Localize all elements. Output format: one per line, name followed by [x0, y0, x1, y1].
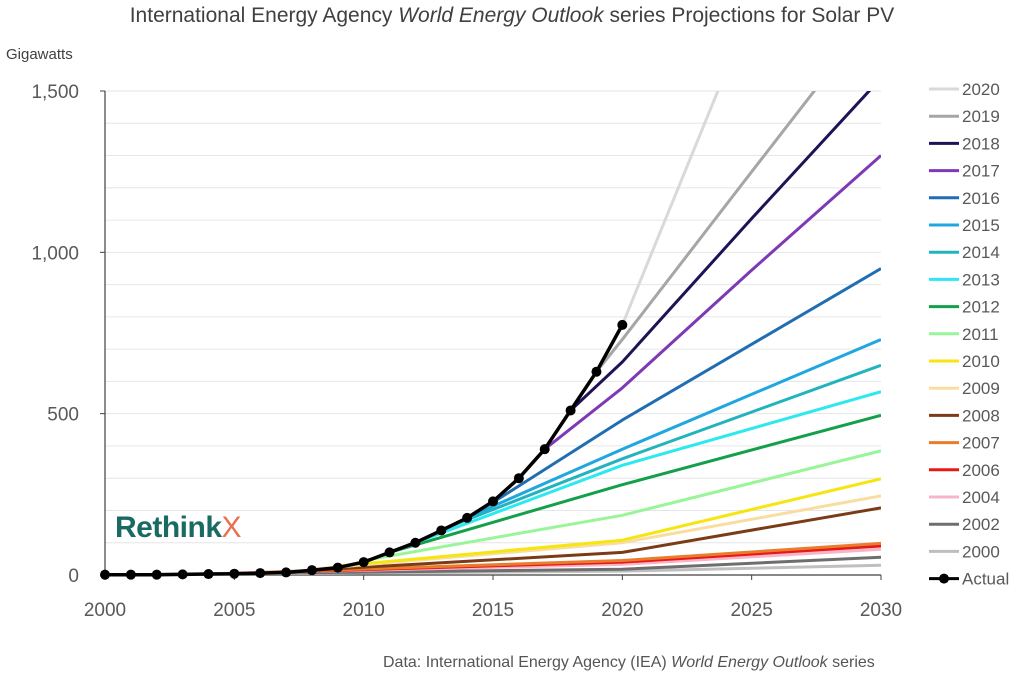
legend-label: 2002 — [962, 515, 1000, 534]
legend-label: 2008 — [962, 406, 1000, 425]
y-tick-label: 1,500 — [31, 82, 79, 103]
rethinkx-logo: RethinkX — [115, 511, 242, 544]
actual-point — [125, 569, 136, 580]
series-group — [105, 91, 881, 575]
actual-point — [384, 547, 395, 558]
legend-label: 2009 — [962, 379, 1000, 398]
x-tick-label: 2005 — [213, 600, 255, 621]
series-line-2007 — [260, 541, 881, 574]
actual-point — [229, 568, 240, 579]
series-line-2012 — [389, 413, 881, 554]
chart-title: International Energy Agency World Energy… — [129, 4, 895, 27]
legend-label: 2020 — [962, 80, 1000, 99]
y-axis-label: Gigawatts — [6, 46, 73, 63]
series-line-2013 — [414, 390, 881, 545]
actual-point — [306, 565, 317, 576]
actual-point — [177, 569, 188, 580]
series-line-2016 — [492, 267, 881, 504]
actual-point — [281, 567, 292, 578]
legend-label: 2004 — [962, 488, 1000, 507]
x-tick-label: 2010 — [343, 600, 385, 621]
series-line-2009 — [311, 494, 881, 571]
series-line-2017 — [543, 154, 881, 451]
legend-label: 2010 — [962, 352, 1000, 371]
x-tick-label: 2015 — [472, 600, 514, 621]
series-line-2010 — [337, 477, 881, 568]
x-tick-label: 2030 — [860, 600, 902, 621]
y-tick-label: 500 — [47, 405, 79, 426]
source-note: Data: International Energy Agency (IEA) … — [383, 654, 875, 671]
actual-point — [462, 512, 473, 523]
x-tick-label: 2020 — [601, 600, 643, 621]
y-tick-label: 0 — [68, 566, 79, 587]
series-line-2008 — [311, 506, 881, 572]
actual-point — [332, 562, 343, 573]
actual-point — [255, 568, 266, 579]
series-line-2011 — [363, 449, 881, 562]
legend-label: 2013 — [962, 270, 1000, 289]
series-line-2020 — [595, 91, 720, 373]
actual-point — [539, 444, 550, 455]
legend-label: 2017 — [962, 162, 1000, 181]
legend-label: 2006 — [962, 461, 1000, 480]
legend-label: 2000 — [962, 542, 1000, 561]
legend-label: 2007 — [962, 434, 1000, 453]
actual-point — [591, 366, 602, 377]
legend-label: 2019 — [962, 107, 1000, 126]
x-tick-label: 2025 — [731, 600, 773, 621]
x-tick-label: 2000 — [84, 600, 126, 621]
legend-label: Actual — [962, 570, 1009, 589]
legend-label: 2015 — [962, 216, 1000, 235]
series-line-2015 — [466, 338, 881, 519]
legend-marker — [939, 573, 949, 584]
legend-label: 2014 — [962, 243, 1000, 262]
actual-point — [488, 496, 498, 507]
actual-point — [617, 319, 628, 330]
legend-label: 2012 — [962, 298, 1000, 317]
legend-label: 2011 — [962, 325, 999, 344]
legend-label: 2016 — [962, 189, 1000, 208]
y-tick-label: 1,000 — [31, 243, 79, 264]
actual-point — [203, 569, 214, 580]
series-line-2018 — [569, 91, 872, 412]
legend-label: 2018 — [962, 134, 1000, 153]
series-line-2014 — [440, 363, 881, 532]
actual-point — [100, 569, 110, 580]
series-line-2019 — [595, 91, 817, 373]
actual-point — [565, 405, 576, 416]
actual-point — [436, 525, 447, 536]
actual-point — [513, 473, 524, 484]
actual-point — [410, 537, 421, 548]
actual-point — [358, 557, 369, 568]
actual-point — [151, 569, 162, 580]
